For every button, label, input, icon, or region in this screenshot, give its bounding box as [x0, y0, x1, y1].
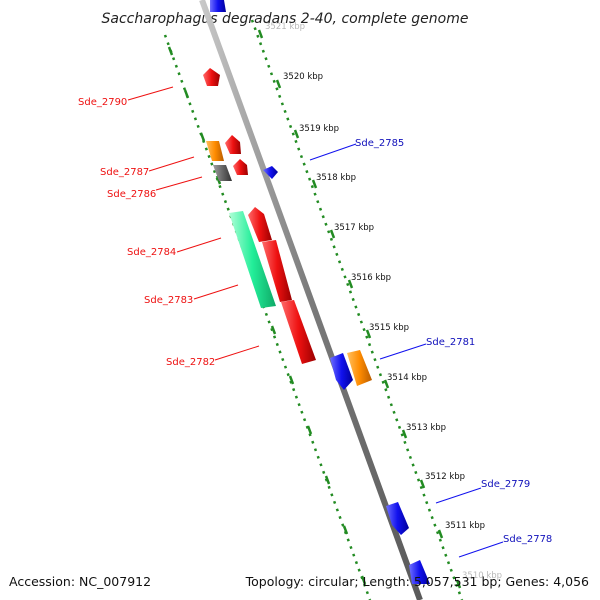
forward-gene-labels: Sde_2785 Sde_2781 Sde_2779 Sde_2778	[309, 138, 552, 558]
gene-label-sde-2783[interactable]: Sde_2783	[144, 295, 193, 306]
gene-label-sde-2786[interactable]: Sde_2786	[107, 189, 156, 200]
gene-sde-2779[interactable]	[386, 502, 409, 535]
leader-line	[148, 156, 195, 172]
gene-label-sde-2787[interactable]: Sde_2787	[100, 167, 149, 178]
scale-label: 3514 kbp	[387, 373, 427, 383]
leader-line	[435, 487, 482, 504]
forward-track-ticks	[257, 29, 462, 589]
leader-line	[176, 237, 222, 253]
map-title: Saccharophagus degradans 2-40, complete …	[102, 11, 469, 27]
scale-label: 3515 kbp	[369, 323, 409, 333]
scale-label: 3512 kbp	[425, 472, 465, 482]
scale-label: 3510 kbp	[462, 571, 502, 581]
scale-label: 3519 kbp	[299, 124, 339, 134]
scale-label: 3513 kbp	[406, 423, 446, 433]
gene-top-partial[interactable]	[210, 0, 226, 12]
genome-summary: Topology: circular; Length: 5,057,531 bp…	[245, 574, 589, 589]
scale-label: 3511 kbp	[445, 521, 485, 531]
scale-label: 3520 kbp	[283, 72, 323, 82]
accession-label: Accession: NC_007912	[9, 574, 151, 589]
gene-sde-2790[interactable]	[203, 68, 220, 86]
gene-sde-2782[interactable]	[281, 300, 316, 364]
reverse-gene-labels: Sde_2790 Sde_2787 Sde_2786 Sde_2784 Sde_…	[78, 86, 260, 368]
gene-sde-2785[interactable]	[263, 166, 278, 179]
leader-line	[309, 143, 357, 161]
gene-label-sde-2778[interactable]: Sde_2778	[503, 534, 552, 545]
scale-label: 3516 kbp	[351, 273, 391, 283]
gene-sde-2781[interactable]	[347, 350, 372, 386]
leader-line	[127, 86, 174, 101]
reverse-track-ticks	[167, 46, 367, 585]
leader-line	[193, 284, 239, 300]
leader-line	[214, 345, 260, 361]
scale-label: 3521 kbp	[265, 22, 305, 32]
feature-sde-2786[interactable]	[213, 165, 232, 181]
gene-label-sde-2784[interactable]: Sde_2784	[127, 247, 176, 258]
forward-strand-genes	[210, 0, 430, 584]
leader-line	[155, 176, 203, 191]
gene-sde-2783[interactable]	[262, 240, 292, 302]
gene-sde-2787[interactable]	[225, 135, 241, 154]
gene-sde-2784[interactable]	[248, 207, 272, 242]
feature-sde-2783[interactable]	[229, 211, 276, 308]
gene-label-sde-2782[interactable]: Sde_2782	[166, 357, 215, 368]
scale-label: 3518 kbp	[316, 173, 356, 183]
gene-sde-2781-blue[interactable]	[330, 353, 353, 390]
genome-backbone	[199, 0, 423, 600]
gene-label-sde-2790[interactable]: Sde_2790	[78, 97, 127, 108]
gene-sde-2786[interactable]	[233, 159, 248, 175]
reverse-strand-genes	[203, 68, 316, 364]
leader-line	[379, 343, 427, 360]
scale-label: 3517 kbp	[334, 223, 374, 233]
leader-line	[458, 541, 504, 558]
gene-sde-2778[interactable]	[409, 560, 430, 584]
reverse-strand-track	[163, 34, 372, 600]
forward-strand-track	[250, 19, 464, 600]
gene-label-sde-2781[interactable]: Sde_2781	[426, 337, 475, 348]
gene-label-sde-2779[interactable]: Sde_2779	[481, 479, 530, 490]
feature-sde-2787[interactable]	[206, 141, 224, 161]
gene-label-sde-2785[interactable]: Sde_2785	[355, 138, 404, 149]
